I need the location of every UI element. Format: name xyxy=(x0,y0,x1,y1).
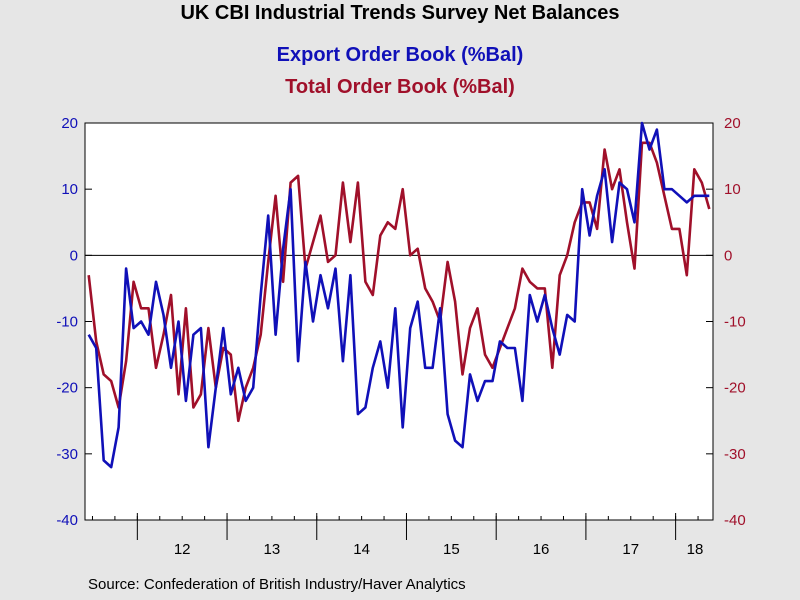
plot-area xyxy=(84,122,714,521)
y-tick-label-right: -20 xyxy=(724,380,746,397)
legend-export-order-book: Export Order Book (%Bal) xyxy=(276,44,524,66)
y-tick-label-right: -10 xyxy=(724,314,746,331)
y-tick-label-left: 0 xyxy=(70,247,78,264)
y-tick-label-left: -30 xyxy=(56,446,78,463)
y-tick-label-left: -10 xyxy=(56,314,78,331)
chart-title: UK CBI Industrial Trends Survey Net Bala… xyxy=(180,2,620,24)
y-tick-label-left: -20 xyxy=(56,380,78,397)
x-tick-label: 17 xyxy=(622,541,639,558)
source-note: Source: Confederation of British Industr… xyxy=(88,576,466,593)
series-line-total-order-book xyxy=(87,141,711,423)
y-tick-label-right: -40 xyxy=(724,512,746,529)
y-tick-label-left: 20 xyxy=(61,115,78,132)
series-line-export-order-book xyxy=(87,121,710,469)
y-tick-label-right: 10 xyxy=(724,181,741,198)
y-tick-label-right: -30 xyxy=(724,446,746,463)
x-tick-label: 16 xyxy=(533,541,550,558)
x-tick-label: 13 xyxy=(264,541,281,558)
y-tick-label-left: 10 xyxy=(61,181,78,198)
x-tick-label: 12 xyxy=(174,541,191,558)
legend-total-order-book: Total Order Book (%Bal) xyxy=(285,76,515,98)
y-tick-label-left: -40 xyxy=(56,512,78,529)
y-tick-label-right: 20 xyxy=(724,115,741,132)
x-tick-label: 18 xyxy=(687,541,704,558)
x-tick-label: 14 xyxy=(353,541,370,558)
x-tick-label: 15 xyxy=(443,541,460,558)
y-tick-label-right: 0 xyxy=(724,247,732,264)
